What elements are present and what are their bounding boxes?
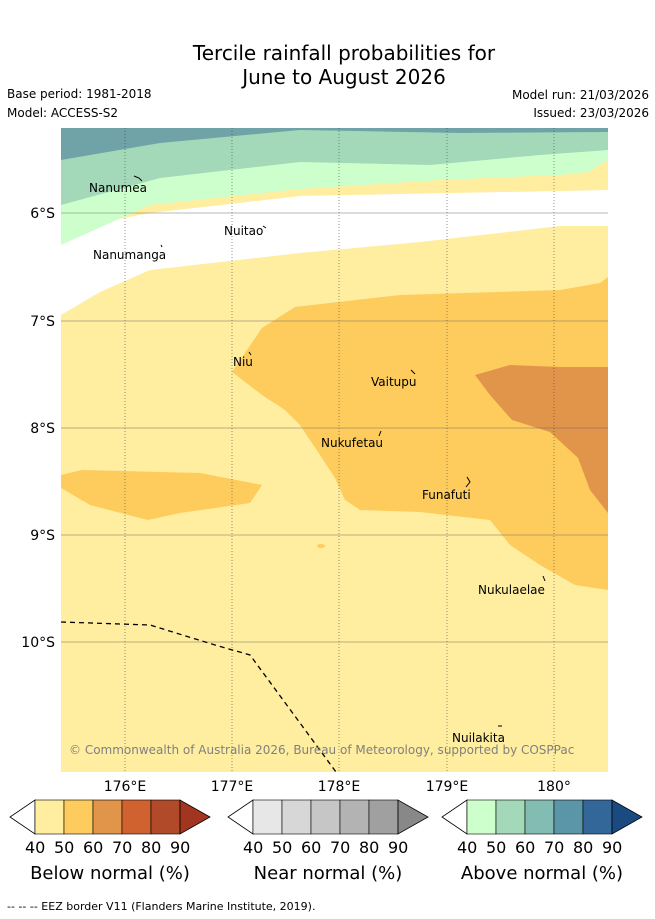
eez-border <box>61 621 337 772</box>
copyright-notice: © Commonwealth of Australia 2026, Bureau… <box>69 743 574 757</box>
colorbar-cell <box>252 799 283 835</box>
colorbar-cell <box>466 799 497 835</box>
colorbar-tick-label: 50 <box>272 838 293 857</box>
lon-label: 178°E <box>318 779 361 795</box>
colorbar-tick-label: 40 <box>25 838 46 857</box>
below-normal-60-70-region <box>475 365 608 513</box>
colorbar-tick-label: 70 <box>330 838 351 857</box>
lat-label: 9°S <box>30 528 55 544</box>
above-normal-label: Above normal (%) <box>460 863 624 884</box>
lat-label: 8°S <box>30 421 55 437</box>
colorbar-tick-label: 80 <box>141 838 162 857</box>
colorbar-cell <box>121 799 152 835</box>
colorbar-cell <box>281 799 312 835</box>
lon-label: 180° <box>537 779 571 795</box>
colorbar-tick-label: 40 <box>243 838 264 857</box>
above-normal-colorbar <box>441 799 643 835</box>
colorbar-cell <box>368 799 399 835</box>
colorbar-low-extension <box>441 799 468 835</box>
colorbar-low-extension <box>9 799 36 835</box>
below-normal-colorbar <box>9 799 211 835</box>
place-label-nukulaelae: Nukulaelae <box>478 583 545 597</box>
colorbar-tick-label: 70 <box>544 838 565 857</box>
colorbar-tick-label: 70 <box>112 838 133 857</box>
near-normal-label: Near normal (%) <box>253 863 403 884</box>
map-title-line2: June to August 2026 <box>242 65 446 89</box>
place-label-nanumea: Nanumea <box>89 181 147 195</box>
colorbar-tick-label: 50 <box>54 838 75 857</box>
model-name: Model: ACCESS-S2 <box>7 106 119 120</box>
below-normal-50-60-region <box>232 277 608 590</box>
above-normal-60-70-region <box>61 128 608 160</box>
place-label-niu: Niu <box>233 355 253 369</box>
colorbar-tick-label: 80 <box>359 838 380 857</box>
place-label-nuilakita: Nuilakita <box>452 731 505 745</box>
lon-label: 177°E <box>211 779 254 795</box>
eez-footnote: -- -- -- EEZ border V11 (Flanders Marine… <box>7 900 316 913</box>
colorbar-tick-label: 90 <box>388 838 409 857</box>
below-normal-50-60-small-patch <box>317 544 325 548</box>
island-shapes <box>133 175 546 727</box>
colorbar-cell <box>34 799 65 835</box>
colorbar-cell <box>63 799 94 835</box>
model-run: Model run: 21/03/2026 <box>511 88 649 102</box>
longitude-grid <box>124 128 555 772</box>
near-normal-colorbar <box>227 799 429 835</box>
colorbar-tick-label: 90 <box>170 838 191 857</box>
issued-date: Issued: 23/03/2026 <box>533 106 649 120</box>
colorbar-tick-label: 50 <box>486 838 507 857</box>
colorbar-cell <box>582 799 613 835</box>
colorbar-low-extension <box>227 799 254 835</box>
colorbar-cell <box>92 799 123 835</box>
place-label-funafuti: Funafuti <box>422 488 471 502</box>
colorbar-tick-label: 90 <box>602 838 623 857</box>
lat-label: 6°S <box>30 206 55 222</box>
colorbar-cell <box>150 799 181 835</box>
place-label-vaitupu: Vaitupu <box>371 375 417 389</box>
above-normal-40-50-region <box>61 150 608 245</box>
below-normal-label: Below normal (%) <box>30 863 190 884</box>
colorbar-tick-label: 40 <box>457 838 478 857</box>
no-dominant-category-band <box>61 190 608 315</box>
below-normal-50-60-west-region <box>61 470 262 520</box>
colorbar-cell <box>495 799 526 835</box>
above-normal-50-60-region <box>61 128 608 205</box>
colorbar-tick-label: 60 <box>301 838 322 857</box>
colorbar-cell <box>310 799 341 835</box>
map-plot-area <box>61 128 608 772</box>
map-title-line1: Tercile rainfall probabilities for <box>192 41 496 65</box>
colorbar-high-extension <box>179 799 211 835</box>
colorbar-cell <box>524 799 555 835</box>
lat-label: 7°S <box>30 314 55 330</box>
colorbar-high-extension <box>611 799 643 835</box>
colorbar-tick-label: 60 <box>83 838 104 857</box>
latitude-grid <box>61 212 608 643</box>
place-label-nukufetau: Nukufetau <box>321 436 383 450</box>
place-label-nanumanga: Nanumanga <box>93 248 166 262</box>
lon-label: 179°E <box>426 779 469 795</box>
lon-label: 176°E <box>104 779 147 795</box>
colorbar-tick-label: 80 <box>573 838 594 857</box>
colorbar-cell <box>339 799 370 835</box>
colorbar-cell <box>553 799 584 835</box>
base-period: Base period: 1981-2018 <box>7 87 152 101</box>
place-label-nuitao: Nuitao <box>224 224 263 238</box>
lat-label: 10°S <box>21 635 55 651</box>
colorbar-tick-label: 60 <box>515 838 536 857</box>
colorbar-high-extension <box>397 799 429 835</box>
